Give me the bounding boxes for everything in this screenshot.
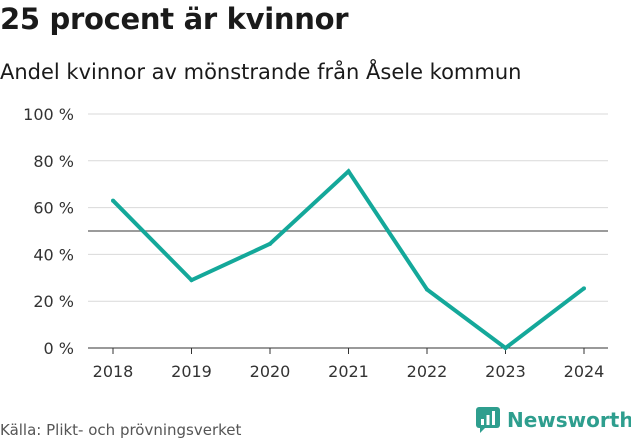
- y-axis-ticks: 0 % 20 % 40 % 60 % 80 % 100 %: [23, 105, 74, 358]
- x-tick-label: 2022: [407, 362, 448, 381]
- series-group: [111, 168, 586, 351]
- x-tick-label: 2021: [328, 362, 369, 381]
- x-tick-label: 2019: [171, 362, 212, 381]
- series-line: [111, 168, 586, 351]
- chart-title: 25 procent är kvinnor: [0, 2, 349, 36]
- y-tick-label: 80 %: [33, 152, 74, 171]
- data-point: [189, 278, 194, 283]
- y-tick-label: 100 %: [23, 105, 74, 124]
- x-tick-label: 2020: [250, 362, 291, 381]
- y-tick-label: 40 %: [33, 245, 74, 264]
- data-point: [268, 241, 272, 246]
- data-point: [425, 287, 429, 292]
- newsworthy-logo-icon: [476, 407, 500, 433]
- data-point: [346, 169, 351, 174]
- y-tick-label: 60 %: [33, 199, 74, 218]
- data-point: [582, 286, 586, 291]
- x-tick-label: 2023: [485, 362, 526, 381]
- brand-logo: Newsworthy: [476, 407, 631, 433]
- source-note: Källa: Plikt- och prövningsverket: [0, 421, 242, 439]
- y-tick-label: 0 %: [44, 339, 74, 358]
- data-point: [111, 198, 115, 203]
- x-axis-ticks: 2018 2019 2020 2021 2022 2023 2024: [93, 348, 605, 381]
- brand-name: Newsworthy: [507, 408, 631, 432]
- chart-subtitle: Andel kvinnor av mönstrande från Åsele k…: [0, 60, 522, 84]
- x-tick-label: 2024: [564, 362, 605, 381]
- x-tick-label: 2018: [93, 362, 134, 381]
- data-point: [503, 346, 508, 350]
- y-tick-label: 20 %: [33, 292, 74, 311]
